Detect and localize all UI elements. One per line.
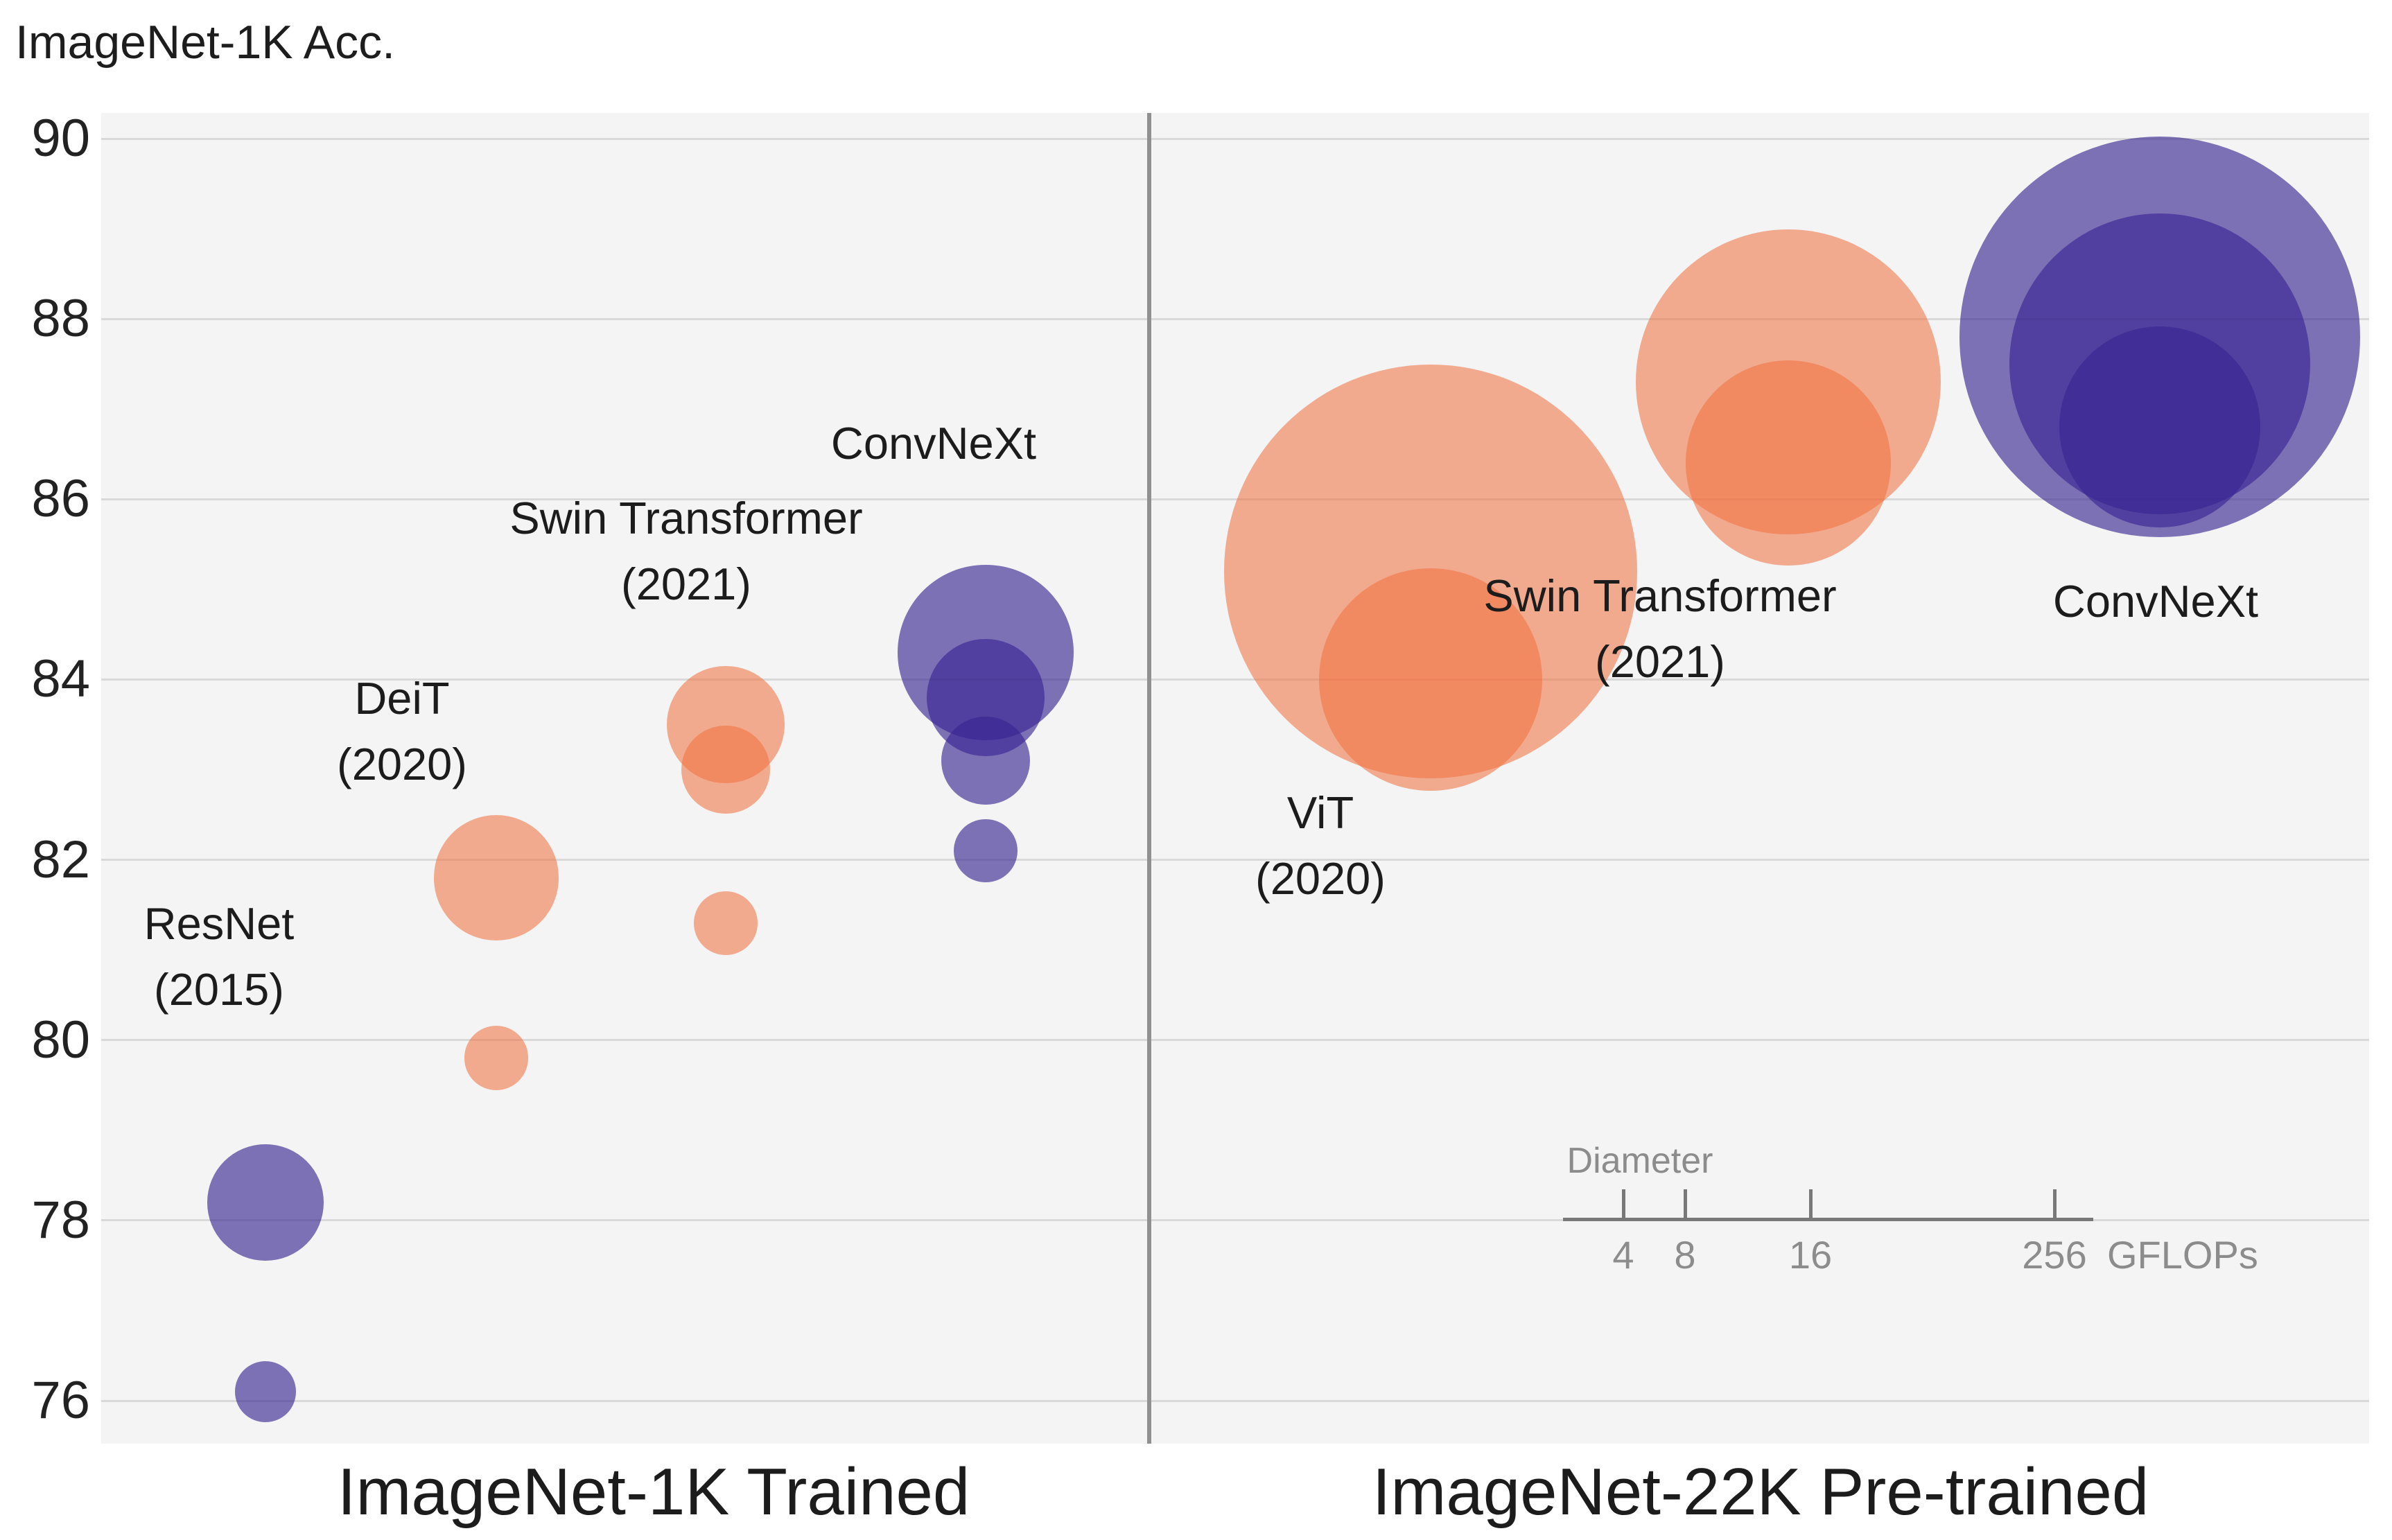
y-tick-label-86: 86 <box>31 469 90 529</box>
annotation-line: (2021) <box>621 559 751 609</box>
size-legend-title: Diameter <box>1566 1141 1713 1181</box>
annotation-line: (2020) <box>337 739 467 789</box>
annotation-line: (2020) <box>1255 853 1386 904</box>
gridline-y-76 <box>101 1399 2369 1402</box>
y-tick-label-90: 90 <box>31 109 90 168</box>
gridline-y-90 <box>101 137 2369 140</box>
annotation-swin-transformer-2021--22k: Swin Transformer (2021) <box>1483 563 1836 694</box>
annotation-vit-2020--22k: ViT (2020) <box>1255 780 1386 911</box>
annotation-line: Swin Transformer <box>509 493 863 543</box>
size-legend-tick-label-4: 4 <box>1612 1233 1634 1277</box>
annotation-deit-2020--1k: DeiT (2020) <box>337 665 467 797</box>
bubble-convnext-acc-86.8 <box>2059 326 2261 528</box>
bubble-vit-2020--acc-84 <box>1319 568 1542 791</box>
annotation-line: (2015) <box>154 964 284 1015</box>
size-legend-tick-8 <box>1683 1189 1687 1219</box>
bubble-resnet-2015--acc-76.1 <box>235 1361 296 1422</box>
size-legend-ruler-line <box>1563 1217 2093 1221</box>
annotation-line: ConvNeXt <box>2052 576 2259 627</box>
bubble-convnext-acc-82.1 <box>954 819 1018 883</box>
annotation-line: Swin Transformer <box>1483 570 1837 621</box>
annotation-convnext-22k: ConvNeXt <box>2053 568 2258 634</box>
bubble-convnext-acc-83.1 <box>941 716 1030 805</box>
y-tick-label-78: 78 <box>31 1190 90 1250</box>
gridline-y-78 <box>101 1219 2369 1222</box>
panel-divider-line <box>1147 113 1151 1444</box>
gridline-y-86 <box>101 498 2369 500</box>
annotation-line: ConvNeXt <box>830 418 1037 469</box>
gridline-y-82 <box>101 859 2369 861</box>
annotation-convnext-1k: ConvNeXt <box>831 410 1036 476</box>
annotation-line: (2021) <box>1595 636 1725 687</box>
size-legend-tick-label-256: 256 <box>2022 1233 2087 1277</box>
annotation-line: ViT <box>1286 787 1354 838</box>
gridline-y-88 <box>101 317 2369 320</box>
size-legend-tick-label-16: 16 <box>1788 1233 1833 1277</box>
x-label-imagenet-1k-trained: ImageNet-1K Trained <box>337 1455 970 1529</box>
size-legend-tick-256 <box>2052 1189 2057 1219</box>
bubble-deit-2020--acc-81.8 <box>433 815 559 940</box>
annotation-swin-transformer-2021--1k: Swin Transformer (2021) <box>509 485 862 617</box>
y-tick-label-88: 88 <box>31 289 90 349</box>
bubble-swin-transformer-2021--acc-81.3 <box>694 891 758 955</box>
annotation-line: ResNet <box>143 898 295 949</box>
y-tick-label-82: 82 <box>31 830 90 889</box>
gridline-y-84 <box>101 678 2369 681</box>
chart-title: ImageNet-1K Acc. <box>15 16 396 69</box>
gridline-y-80 <box>101 1039 2369 1042</box>
size-legend-tick-4 <box>1621 1189 1625 1219</box>
y-tick-label-76: 76 <box>31 1371 90 1430</box>
y-tick-label-80: 80 <box>31 1010 90 1069</box>
bubble-swin-transformer-2021--acc-83 <box>681 725 770 814</box>
annotation-line: DeiT <box>354 673 450 724</box>
annotation-resnet-2015--1k: ResNet (2015) <box>144 891 295 1022</box>
y-tick-label-84: 84 <box>31 649 90 709</box>
bubble-swin-transformer-2021--acc-86.4 <box>1685 360 1892 566</box>
size-legend-tick-16 <box>1808 1189 1813 1219</box>
x-label-imagenet-22k-pretrained: ImageNet-22K Pre-trained <box>1372 1455 2149 1529</box>
size-legend-unit-label: GFLOPs <box>2107 1233 2258 1277</box>
bubble-resnet-2015--acc-78.2 <box>207 1144 324 1261</box>
bubble-deit-2020--acc-79.8 <box>464 1026 529 1091</box>
size-legend-tick-label-8: 8 <box>1674 1233 1696 1277</box>
